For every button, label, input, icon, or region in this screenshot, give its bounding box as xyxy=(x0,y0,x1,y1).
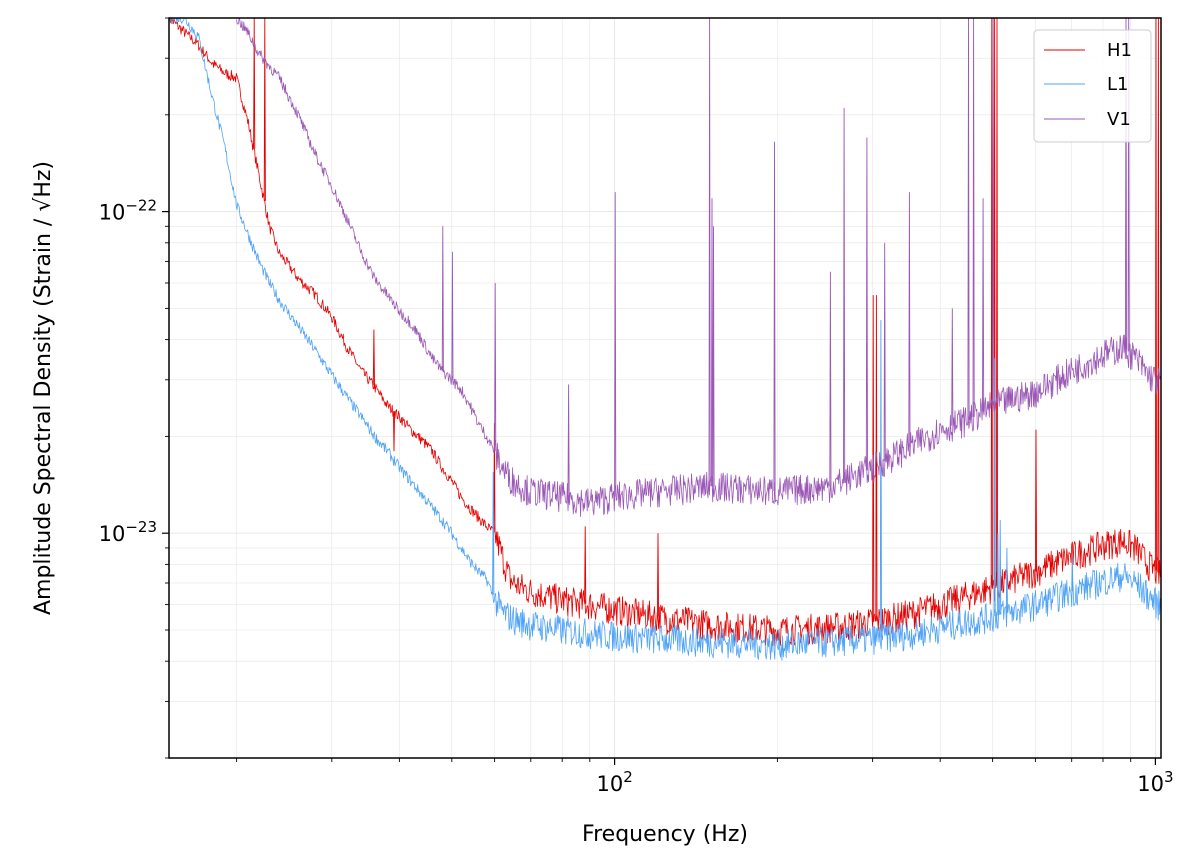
legend-label-v1: V1 xyxy=(1107,109,1131,130)
y-tick-label: 10−22 xyxy=(99,197,157,225)
legend-box xyxy=(1033,29,1152,143)
series-line-l1 xyxy=(169,18,1161,661)
series-spikes-l1 xyxy=(492,320,1074,638)
legend-label-h1: H1 xyxy=(1107,40,1132,61)
legend-label-l1: L1 xyxy=(1107,74,1128,95)
y-axis-label: Amplitude Spectral Density (Strain / √Hz… xyxy=(31,161,56,615)
series-line-v1 xyxy=(236,18,1161,517)
x-tick-label: 103 xyxy=(1137,768,1173,796)
ticks: 102 103 10−23 10−22 xyxy=(99,17,1174,796)
x-axis-label: Frequency (Hz) xyxy=(582,822,748,847)
y-tick-label: 10−23 xyxy=(99,518,157,546)
x-tick-label: 102 xyxy=(596,768,632,796)
series-line-h1 xyxy=(169,18,1161,647)
plot-frame xyxy=(168,17,1162,759)
series-group xyxy=(169,18,1161,661)
series-spikes-v1 xyxy=(441,18,1130,498)
legend: H1 L1 V1 xyxy=(1033,29,1152,143)
